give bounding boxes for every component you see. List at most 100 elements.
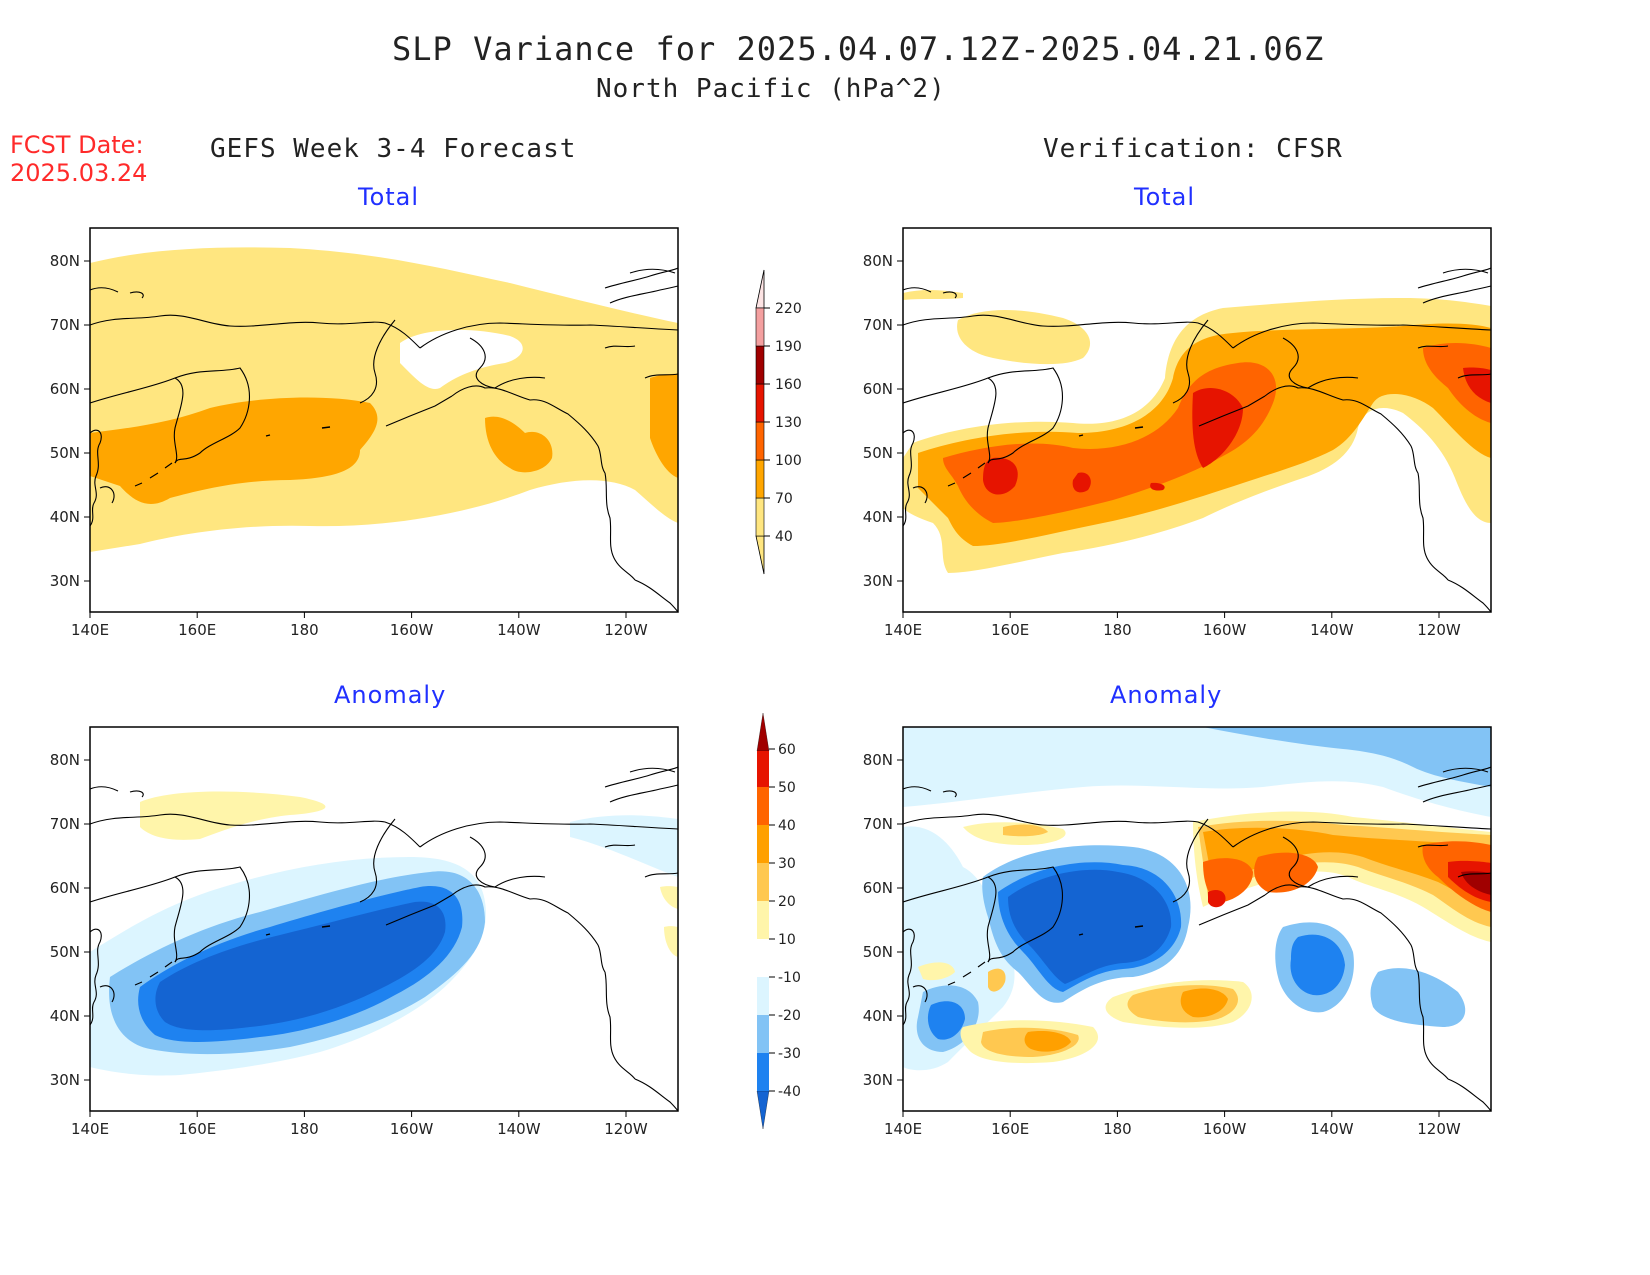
cb-total-swatch-3 [755,383,765,423]
lon-tick-label-tl: 120W [604,621,648,639]
lat-tick-label-br: 40N [863,1007,893,1025]
lon-tick-label-br: 140W [1310,1120,1354,1138]
lon-tick-label-br: 180 [1103,1120,1132,1138]
lat-tick-label-br: 30N [863,1071,893,1089]
lat-tick-label-bl: 80N [50,751,80,769]
panel-title-forecast-anomaly: Anomaly [334,681,447,709]
panel-forecast-anomaly [89,726,679,1112]
cb-anom-swatch-7 [757,787,769,825]
lat-tick-label-tl: 40N [50,508,80,526]
lon-tick-label-bl: 180 [290,1120,319,1138]
verification-heading: Verification: CFSR [1043,134,1343,164]
verification-total-field [903,289,1491,573]
lon-tick-label-br: 140E [884,1120,922,1138]
cb-total-swatch-5 [755,307,765,347]
cb-total-label: 220 [775,301,802,317]
fcst-date-value: 2025.03.24 [10,159,148,187]
cb-total-label: 190 [775,339,802,355]
cb-anom-swatch-2 [757,977,769,1015]
lat-tick-label-bl: 60N [50,879,80,897]
verification-anomaly-field [903,727,1491,1071]
lon-tick-label-tr: 180 [1103,621,1132,639]
panel-title-verification-total: Total [1134,183,1196,211]
lon-tick-label-bl: 160E [178,1120,216,1138]
lat-tick-label-br: 80N [863,751,893,769]
lon-tick-label-tr: 160W [1203,621,1247,639]
lat-tick-label-tr: 70N [863,316,893,334]
panel-verification-total [902,227,1492,613]
lat-tick-label-bl: 50N [50,943,80,961]
lon-tick-label-tl: 140W [497,621,541,639]
subtitle: North Pacific (hPa^2) [596,74,946,104]
main-title: SLP Variance for 2025.04.07.12Z-2025.04.… [392,30,1325,68]
forecast-heading: GEFS Week 3-4 Forecast [210,134,577,164]
lon-tick-label-br: 160E [991,1120,1029,1138]
lat-tick-label-tl: 50N [50,444,80,462]
lat-tick-label-tr: 40N [863,508,893,526]
fcst-date-label: FCST Date: [10,131,144,159]
cb-anom-swatch-4 [757,901,769,939]
lon-tick-label-bl: 120W [604,1120,648,1138]
cb-total-label: 40 [775,529,793,545]
lat-tick-label-tr: 80N [863,252,893,270]
cb-anomaly-label: -10 [778,970,801,986]
lon-tick-label-bl: 140W [497,1120,541,1138]
cb-anomaly-label: 50 [778,780,796,796]
cb-anomaly-label: 60 [778,742,796,758]
lat-tick-label-tl: 30N [50,572,80,590]
lon-tick-label-tl: 140E [71,621,109,639]
lat-tick-label-tl: 60N [50,380,80,398]
lat-tick-label-tl: 70N [50,316,80,334]
lon-tick-label-tl: 180 [290,621,319,639]
cb-total-label: 130 [775,415,802,431]
lon-tick-label-tl: 160W [390,621,434,639]
cb-total-swatch-0 [755,497,765,537]
lon-tick-label-bl: 160W [390,1120,434,1138]
cb-anomaly-label: 20 [778,894,796,910]
panel-title-verification-anomaly: Anomaly [1110,681,1223,709]
cb-anom-swatch-6 [757,825,769,863]
lon-tick-label-br: 160W [1203,1120,1247,1138]
lat-tick-label-br: 50N [863,943,893,961]
cb-total-swatch-4 [755,345,765,385]
lon-tick-label-tl: 160E [178,621,216,639]
panel-verification-anomaly [902,726,1492,1112]
colorbar-anomaly: -40 -30 -20 -10 10 20 30 40 50 60 [756,712,801,1130]
lon-tick-label-br: 120W [1417,1120,1461,1138]
lat-tick-label-br: 70N [863,815,893,833]
cb-total-label: 70 [775,491,793,507]
cb-total-label: 100 [775,453,802,469]
cb-anomaly-label: -40 [778,1084,801,1100]
lon-tick-label-tr: 160E [991,621,1029,639]
lat-tick-label-tr: 60N [863,380,893,398]
lat-tick-label-tr: 30N [863,572,893,590]
cb-anomaly-label: -30 [778,1046,801,1062]
cb-anom-swatch-0 [757,1053,769,1091]
cb-anomaly-label: 40 [778,818,796,834]
colorbar-total: 40 70 100 130 160 190 220 [755,269,802,575]
forecast-total-field [90,247,678,552]
lon-tick-label-bl: 140E [71,1120,109,1138]
lon-tick-label-tr: 140E [884,621,922,639]
cb-anomaly-label: 10 [778,932,796,948]
lat-tick-label-bl: 70N [50,815,80,833]
panel-forecast-total [89,227,679,613]
lat-tick-label-br: 60N [863,879,893,897]
forecast-anomaly-field [90,791,678,1076]
cb-total-label: 160 [775,377,802,393]
lat-tick-label-bl: 40N [50,1007,80,1025]
lon-tick-label-tr: 120W [1417,621,1461,639]
cb-total-swatch-2 [755,421,765,461]
lat-tick-label-tr: 50N [863,444,893,462]
cb-total-swatch-1 [755,459,765,499]
lon-tick-label-tr: 140W [1310,621,1354,639]
cb-anom-swatch-1 [757,1015,769,1053]
lat-tick-label-bl: 30N [50,1071,80,1089]
cb-anom-swatch-8 [757,751,769,787]
cb-anomaly-label: 30 [778,856,796,872]
axis-layer: 140E 160E 180 160W 140W 120W 80N 70N 60N 50N 40N 30… [50,252,1461,1138]
cb-anom-swatch-5 [757,863,769,901]
panel-title-forecast-total: Total [358,183,420,211]
cb-anom-swatch-3 [757,939,769,977]
